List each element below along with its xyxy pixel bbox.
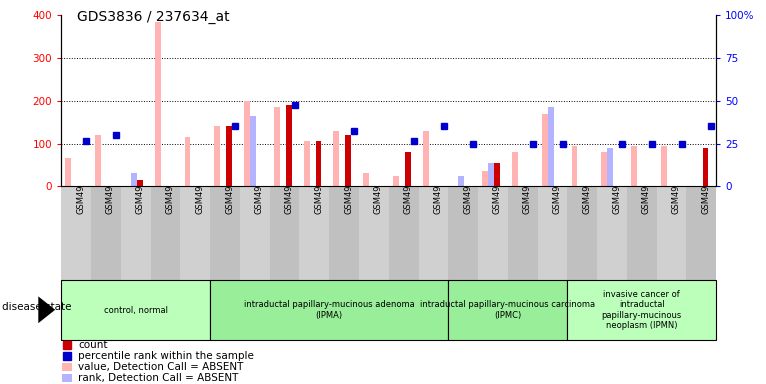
Text: intraductal papillary-mucinous carcinoma
(IPMC): intraductal papillary-mucinous carcinoma… [421,300,595,320]
Bar [393,175,399,186]
Bar [627,186,656,280]
Bar [548,107,554,186]
Bar [65,159,71,186]
Bar [483,171,488,186]
Bar [185,137,191,186]
Bar [571,146,578,186]
Text: GSM490149: GSM490149 [404,164,413,214]
Text: GSM490146: GSM490146 [314,164,323,214]
Bar [363,174,369,186]
Bar [568,186,597,280]
Bar [226,126,232,186]
Bar [404,152,411,186]
Text: GSM490140: GSM490140 [136,164,145,214]
Text: GSM490152: GSM490152 [493,164,502,214]
Bar [329,186,359,280]
Text: GSM490150: GSM490150 [434,164,443,214]
Bar [359,186,389,280]
Bar [214,126,221,186]
Bar [244,101,250,186]
Bar [423,131,429,186]
Text: GSM490154: GSM490154 [552,164,561,214]
Bar [542,114,548,186]
Bar [95,135,101,186]
Bar [458,175,464,186]
Bar [303,141,309,186]
Bar [62,363,72,371]
Text: GSM490139: GSM490139 [106,164,115,214]
Text: GSM490148: GSM490148 [374,164,383,214]
Text: GSM490147: GSM490147 [344,164,353,214]
Text: GSM490158: GSM490158 [672,164,680,214]
Bar [300,186,329,280]
Bar [418,186,448,280]
Text: disease state: disease state [2,302,71,312]
Bar [137,180,142,186]
Bar [155,22,161,186]
Bar [240,186,270,280]
Bar [631,146,637,186]
Bar [478,186,508,280]
Bar [333,131,339,186]
Bar [270,186,300,280]
Bar [91,186,121,280]
Bar [702,148,709,186]
Bar [656,186,686,280]
Text: GSM490145: GSM490145 [284,164,293,214]
Bar [661,146,666,186]
Bar [448,280,568,340]
Bar [538,186,568,280]
Text: GSM490157: GSM490157 [642,164,651,214]
Bar [210,186,240,280]
Text: GSM490143: GSM490143 [225,164,234,214]
Bar [568,280,716,340]
Bar [62,374,72,382]
Bar [488,163,494,186]
Text: GSM490151: GSM490151 [463,164,472,214]
Bar [131,174,137,186]
Text: GSM490153: GSM490153 [522,164,532,214]
Bar [508,186,538,280]
Bar [345,135,352,186]
Text: GDS3836 / 237634_at: GDS3836 / 237634_at [77,10,229,23]
Text: value, Detection Call = ABSENT: value, Detection Call = ABSENT [78,362,244,372]
Bar [61,186,91,280]
Bar [686,186,716,280]
Text: count: count [78,340,108,350]
Text: GSM490156: GSM490156 [612,164,621,214]
Text: GSM490138: GSM490138 [76,164,85,214]
Text: rank, Detection Call = ABSENT: rank, Detection Call = ABSENT [78,373,239,383]
Bar [180,186,210,280]
Text: invasive cancer of
intraductal
papillary-mucinous
neoplasm (IPMN): invasive cancer of intraductal papillary… [601,290,682,330]
Text: GSM490141: GSM490141 [165,164,175,214]
Polygon shape [38,296,55,323]
Text: percentile rank within the sample: percentile rank within the sample [78,351,254,361]
Bar [250,116,256,186]
Bar [151,186,180,280]
Text: control, normal: control, normal [103,306,168,314]
Bar [273,107,280,186]
Text: GSM490159: GSM490159 [702,164,710,214]
Text: GSM490155: GSM490155 [582,164,591,214]
Bar [448,186,478,280]
Text: intraductal papillary-mucinous adenoma
(IPMA): intraductal papillary-mucinous adenoma (… [244,300,414,320]
Bar [121,186,151,280]
Bar [316,141,322,186]
Bar [512,152,518,186]
Bar [607,148,614,186]
Bar [494,163,500,186]
Text: GSM490144: GSM490144 [255,164,264,214]
Bar [601,152,607,186]
Bar [61,280,210,340]
Text: GSM490142: GSM490142 [195,164,205,214]
Bar [286,105,292,186]
Bar [597,186,627,280]
Bar [210,280,448,340]
Bar [389,186,418,280]
